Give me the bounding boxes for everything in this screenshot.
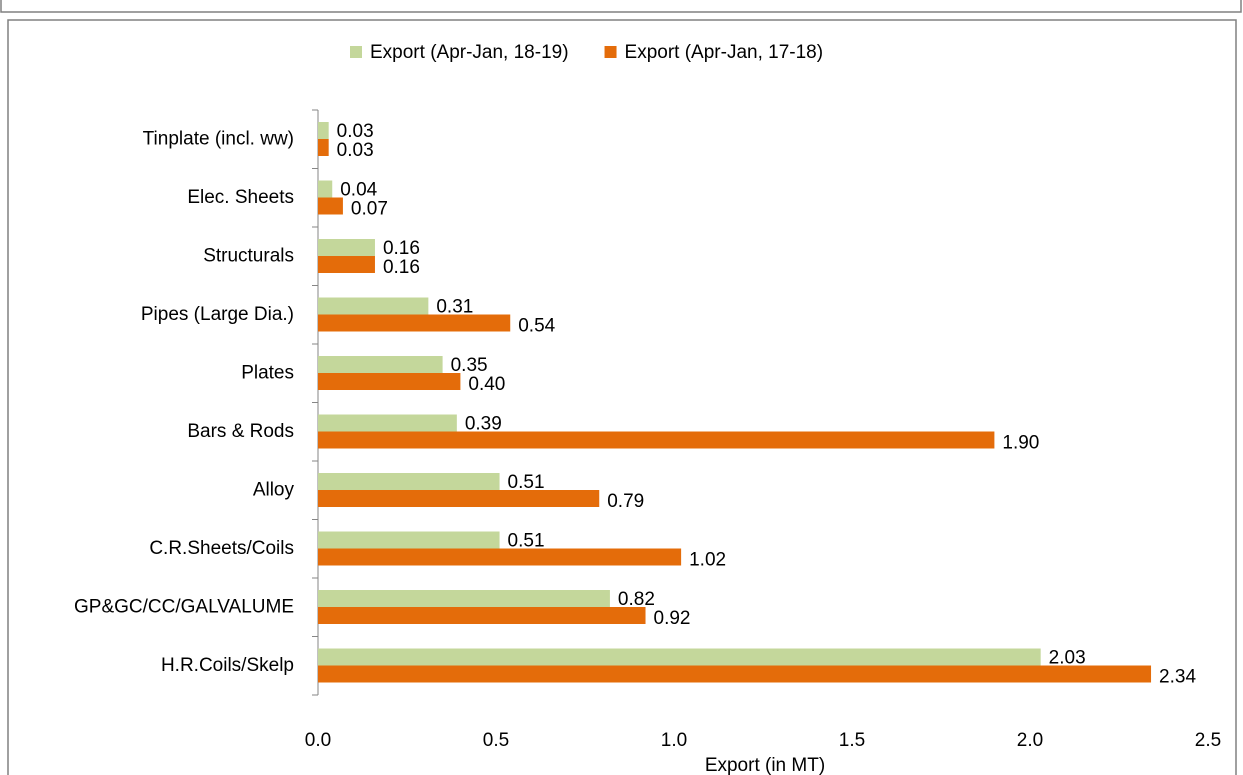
- value-label: 0.07: [351, 199, 388, 220]
- value-label: 0.51: [508, 472, 545, 493]
- bar: [318, 122, 329, 139]
- legend-label: Export (Apr-Jan, 18-19): [370, 42, 569, 63]
- y-tick-label: Alloy: [253, 479, 295, 500]
- bar: [318, 590, 610, 607]
- bar: [318, 648, 1041, 666]
- x-tick-label: 2.0: [1017, 730, 1043, 751]
- value-label: 0.16: [383, 257, 420, 278]
- y-tick-label: Bars & Rods: [187, 421, 294, 442]
- x-axis-label: Export (in MT): [705, 755, 825, 775]
- value-label: 0.16: [383, 238, 420, 259]
- y-tick-label: Plates: [241, 362, 294, 383]
- y-tick-label: Structurals: [203, 245, 294, 266]
- bar: [318, 314, 511, 332]
- y-tick-label: Tinplate (incl. ww): [143, 128, 294, 149]
- x-tick-label: 1.0: [661, 730, 687, 751]
- bar: [318, 531, 500, 549]
- value-label: 1.02: [689, 550, 726, 571]
- legend-swatch: [604, 46, 617, 58]
- bar: [318, 256, 375, 273]
- value-label: 0.54: [518, 316, 555, 337]
- bar: [318, 490, 600, 507]
- bar: [318, 297, 429, 315]
- bar: [318, 239, 375, 256]
- value-label: 1.90: [1002, 433, 1039, 454]
- x-tick-label: 1.5: [839, 730, 865, 751]
- value-label: 0.03: [337, 121, 374, 142]
- value-label: 2.03: [1049, 648, 1086, 669]
- value-label: 0.35: [451, 355, 488, 376]
- bar: [318, 473, 500, 490]
- bar: [318, 197, 343, 215]
- y-tick-label: H.R.Coils/Skelp: [161, 655, 294, 676]
- x-tick-label: 0.5: [483, 730, 509, 751]
- x-tick-label: 0.0: [305, 730, 331, 751]
- value-label: 2.34: [1159, 667, 1196, 688]
- value-label: 0.82: [618, 589, 655, 610]
- value-label: 0.03: [337, 140, 374, 161]
- value-label: 0.04: [340, 180, 377, 201]
- top-frame: [0, 0, 1242, 13]
- bar: [318, 548, 682, 566]
- bar: [318, 180, 333, 198]
- bar: [318, 607, 646, 624]
- x-tick-label: 2.5: [1195, 730, 1221, 751]
- legend-label: Export (Apr-Jan, 17-18): [625, 42, 824, 63]
- chart-frame: [7, 19, 1237, 775]
- y-tick-label: C.R.Sheets/Coils: [149, 538, 294, 559]
- value-label: 0.51: [508, 531, 545, 552]
- bar: [318, 373, 461, 390]
- value-label: 0.39: [465, 414, 502, 435]
- bar: [318, 139, 329, 156]
- legend-swatch: [350, 46, 362, 58]
- y-tick-label: Elec. Sheets: [187, 187, 294, 208]
- value-label: 0.31: [436, 297, 473, 318]
- bar: [318, 431, 995, 449]
- bar: [318, 414, 457, 432]
- value-label: 0.79: [607, 491, 644, 512]
- y-tick-label: Pipes (Large Dia.): [141, 304, 294, 325]
- bar: [318, 356, 443, 373]
- bar: [318, 665, 1152, 683]
- value-label: 0.92: [654, 608, 691, 629]
- y-tick-label: GP&GC/CC/GALVALUME: [74, 596, 294, 617]
- value-label: 0.40: [468, 374, 505, 395]
